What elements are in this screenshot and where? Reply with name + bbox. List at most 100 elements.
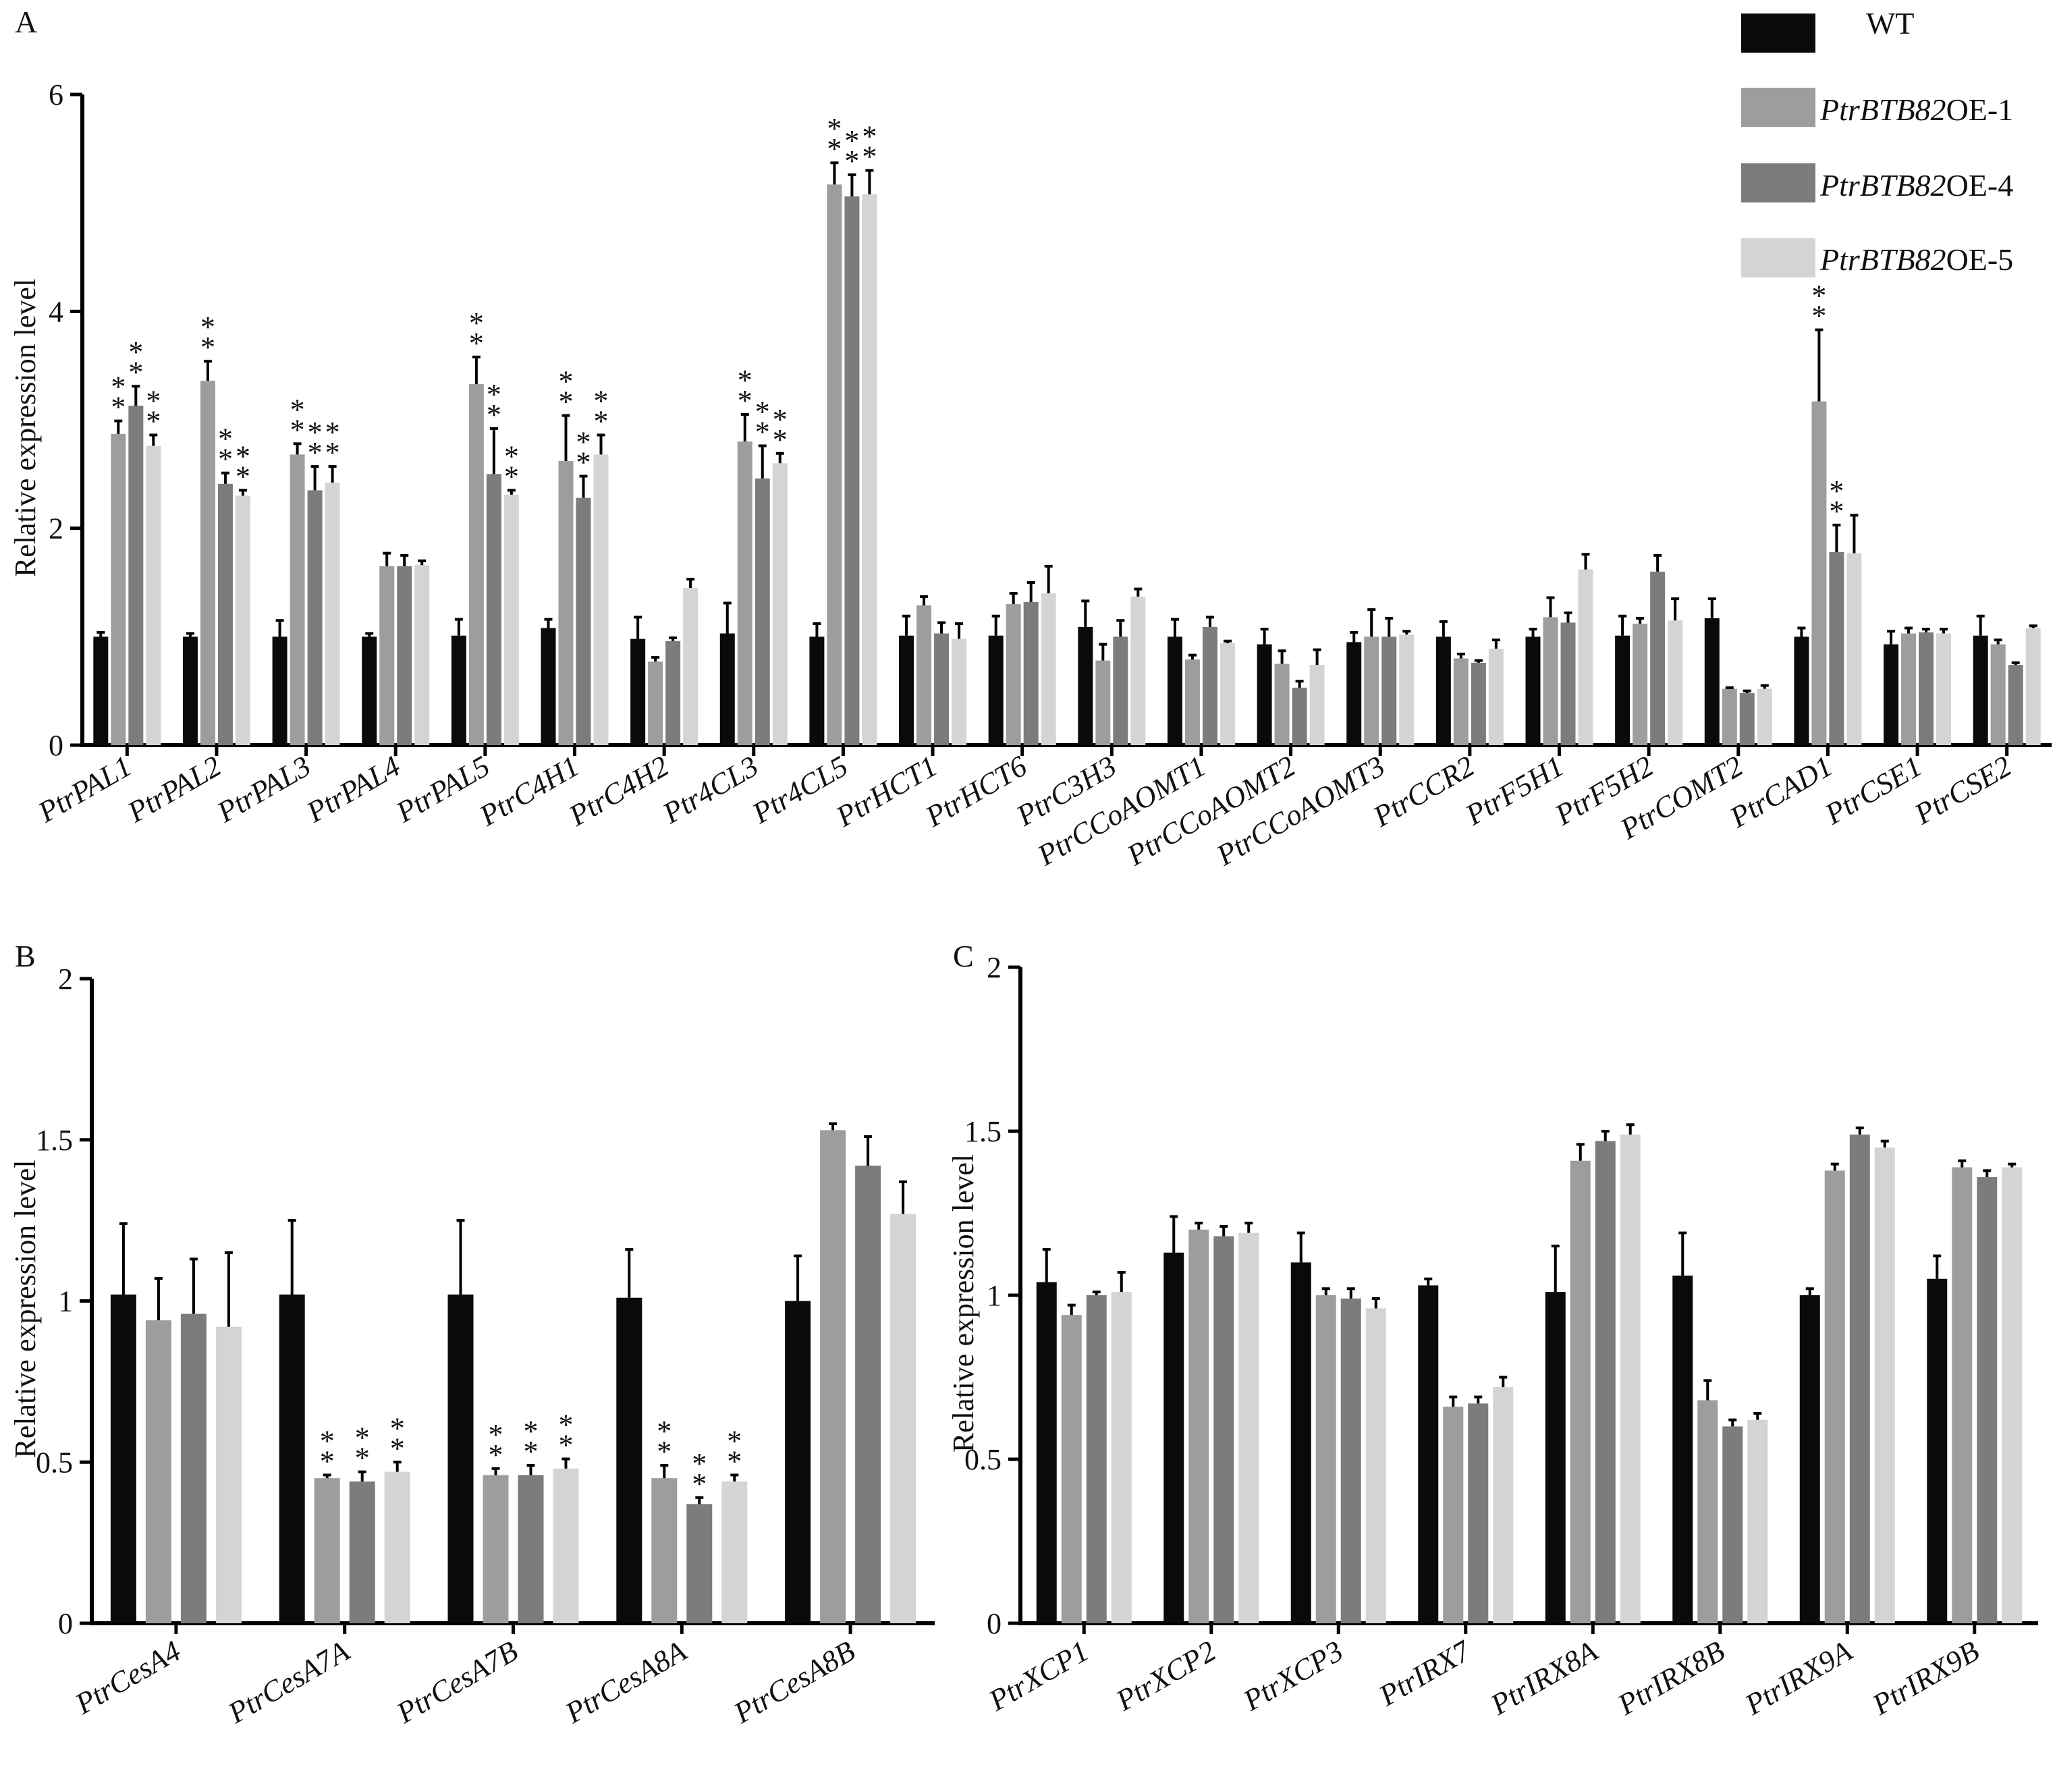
bar-PtrCAD1-PtrBTB82OE-4 <box>1829 552 1844 745</box>
legend-swatch-oe1 <box>1741 88 1815 127</box>
bar-PtrPAL1-PtrBTB82OE-4 <box>128 406 144 745</box>
error-bar <box>1707 597 1716 619</box>
bar-PtrIRX9A-PtrBTB82OE-1 <box>1824 1170 1845 1623</box>
significance-mark: * <box>827 112 842 145</box>
bar-PtrXCP3-PtrBTB82OE-4 <box>1340 1298 1361 1623</box>
bar-PtrCCoAOMT1-PtrBTB82OE-1 <box>1184 659 1200 745</box>
error-bar <box>507 489 516 495</box>
category-label: PtrIRX8B <box>1612 1634 1730 1722</box>
error-bar <box>1205 616 1214 627</box>
y-tick-label: 2 <box>58 962 73 996</box>
bar-PtrXCP3-PtrBTB82OE-1 <box>1315 1295 1336 1623</box>
error-bar <box>328 465 337 483</box>
y-tick-label: 1.5 <box>964 1115 1002 1148</box>
bar-PtrIRX8B-PtrBTB82OE-4 <box>1722 1426 1743 1623</box>
legend-label-oe5: PtrBTB82OE-5 <box>1819 242 2013 277</box>
error-bar <box>651 655 660 662</box>
category-label: PtrIRX9A <box>1739 1634 1859 1722</box>
bar-PtrCSE1-PtrBTB82OE-5 <box>1936 633 1952 745</box>
error-bar <box>454 618 463 636</box>
category-label: PtrCSE2 <box>1909 749 2017 831</box>
error-bar <box>1092 1291 1101 1295</box>
category-label: PtrCAD1 <box>1724 749 1838 834</box>
bar-PtrCesA4-PtrBTB82OE-4 <box>180 1313 207 1623</box>
error-bar <box>864 1135 873 1166</box>
error-bar <box>1260 628 1269 645</box>
bar-PtrPAL2-WT <box>182 636 198 745</box>
error-bar <box>937 621 946 634</box>
category-label: PtrC4H2 <box>563 749 674 833</box>
category-label: PtrCCR2 <box>1367 749 1480 834</box>
error-bar <box>1424 1277 1433 1286</box>
error-bar <box>1576 1143 1585 1161</box>
error-bar <box>695 1496 704 1504</box>
error-bar <box>1134 587 1143 597</box>
category-label: PtrPAL5 <box>390 749 495 829</box>
significance-mark: * <box>390 1411 405 1444</box>
bar-PtrHCT6-PtrBTB82OE-5 <box>1041 593 1056 745</box>
panel-b-chart: 0 0.5 1 1.5 2 Relative expression level PtrCes… <box>9 962 935 1730</box>
category-label: Ptr4CL5 <box>746 749 854 830</box>
significance-mark: * <box>1829 474 1844 508</box>
legend-label-oe4: PtrBTB82OE-4 <box>1819 168 2013 202</box>
bar-PtrCCoAOMT3-WT <box>1346 642 1362 745</box>
significance-mark: * <box>862 119 877 153</box>
significance-mark: * <box>524 1415 539 1448</box>
bar-PtrC3H3-PtrBTB82OE-4 <box>1113 636 1128 745</box>
error-bar <box>1313 648 1321 666</box>
significance-mark: * <box>128 356 143 389</box>
bar-PtrHCT6-PtrBTB82OE-4 <box>1023 601 1039 745</box>
error-bar <box>224 1251 233 1327</box>
bar-PtrCCoAOMT2-WT <box>1257 644 1272 745</box>
bar-PtrC4H1-PtrBTB82OE-5 <box>593 454 609 745</box>
bar-PtrCesA7A-PtrBTB82OE-5 <box>384 1471 410 1623</box>
error-bar <box>955 622 964 639</box>
significance-mark: * <box>657 1435 672 1468</box>
error-bar <box>1933 1254 1942 1279</box>
category-label: PtrIRX7 <box>1373 1633 1477 1712</box>
category-label: PtrXCP3 <box>1237 1634 1348 1718</box>
significance-mark: * <box>320 1444 335 1477</box>
significance-mark: * <box>773 423 788 456</box>
significance-mark: * <box>1811 300 1826 333</box>
bar-PtrIRX9A-PtrBTB82OE-4 <box>1849 1134 1870 1623</box>
error-bar <box>829 1122 838 1131</box>
significance-mark: * <box>111 391 126 424</box>
bar-PtrPAL4-PtrBTB82OE-5 <box>414 565 430 745</box>
bar-PtrPAL2-PtrBTB82OE-5 <box>235 495 250 745</box>
error-bar <box>1958 1159 1967 1168</box>
bar-PtrXCP3-PtrBTB82OE-5 <box>1365 1308 1386 1623</box>
error-bar <box>1117 1270 1126 1293</box>
error-bar <box>1880 1139 1889 1148</box>
significance-mark: * <box>559 1428 574 1461</box>
error-bar <box>1725 686 1734 689</box>
bar-PtrPAL1-PtrBTB82OE-5 <box>146 445 161 745</box>
y-tick-label: 1 <box>987 1279 1002 1312</box>
error-bar <box>186 632 194 637</box>
bar-PtrIRX7-PtrBTB82OE-5 <box>1493 1387 1514 1623</box>
error-bar <box>310 465 319 491</box>
error-bar <box>740 412 749 442</box>
error-bar <box>1887 630 1896 645</box>
legend-swatch-oe4 <box>1741 163 1815 202</box>
bar-PtrCAD1-PtrBTB82OE-5 <box>1846 553 1862 745</box>
category-label: PtrPAL1 <box>32 749 137 829</box>
bar-PtrHCT1-PtrBTB82OE-5 <box>952 639 967 745</box>
significance-mark: * <box>504 460 519 493</box>
bar-PtrPAL3-PtrBTB82OE-5 <box>325 483 340 745</box>
y-tick-label: 0.5 <box>36 1446 73 1479</box>
bar-PtrPAL3-PtrBTB82OE-4 <box>307 490 323 745</box>
error-bar <box>686 578 695 589</box>
bar-PtrCOMT2-PtrBTB82OE-4 <box>1739 693 1755 745</box>
significance-mark: * <box>308 416 323 449</box>
y-axis-label: Relative expression level <box>9 1160 42 1458</box>
bar-PtrIRX8B-PtrBTB82OE-5 <box>1747 1419 1768 1623</box>
significance-mark: * <box>489 1418 503 1451</box>
bar-PtrCCoAOMT3-PtrBTB82OE-4 <box>1381 636 1397 745</box>
error-bar <box>1728 1418 1737 1427</box>
y-tick-label: 0 <box>987 1607 1002 1640</box>
bar-PtrCAD1-PtrBTB82OE-1 <box>1811 401 1827 745</box>
bar-PtrCSE1-PtrBTB82OE-1 <box>1901 633 1917 745</box>
significance-mark: * <box>594 384 609 417</box>
